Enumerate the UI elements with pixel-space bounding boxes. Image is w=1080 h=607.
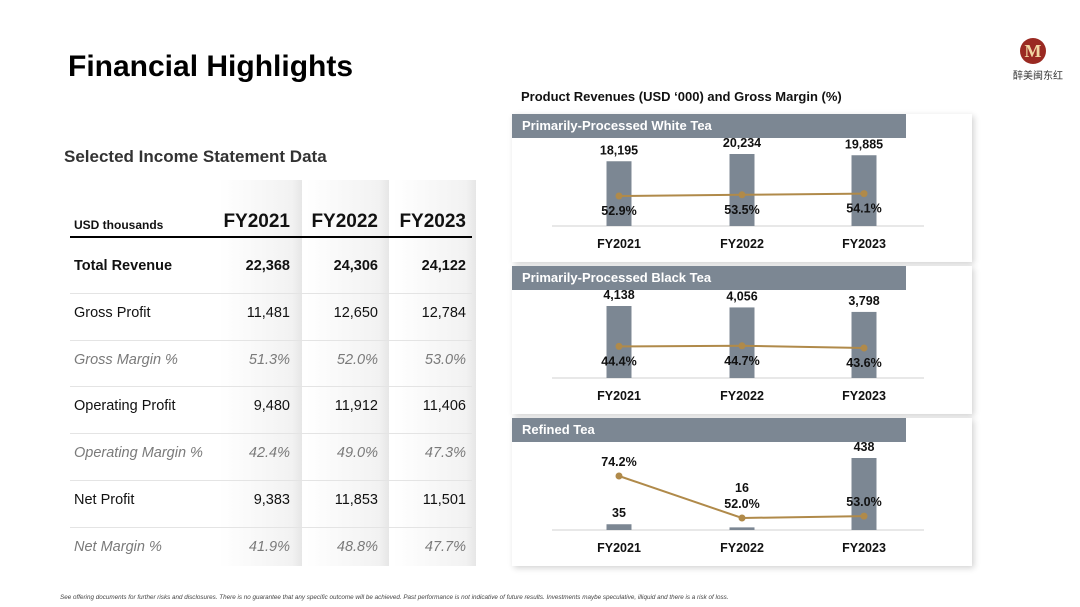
- margin-point: [738, 342, 746, 350]
- margin-point: [738, 191, 746, 199]
- chart-panel-refined-tea: Refined Tea 35 16 438 74.2% 52.0% 53.0% FY2021…: [512, 418, 972, 566]
- logo-emblem-icon: M: [1020, 38, 1046, 64]
- column-shade-fy2022: [306, 180, 389, 566]
- refined-tea-chart: 35 16 438 74.2% 52.0% 53.0% FY2021 FY2022 FY2023: [552, 442, 924, 555]
- white-tea-chart: 18,195 20,234 19,885 52.9% 53.5% 54.1% FY2021 F…: [552, 138, 924, 251]
- table-cell: 52.0%: [336, 351, 378, 368]
- margin-point: [860, 190, 868, 198]
- bar-value-label: 35: [612, 506, 626, 520]
- table-cell: 12,650: [333, 304, 378, 321]
- row-divider: [70, 292, 472, 294]
- margin-value-label: 53.5%: [724, 203, 759, 217]
- margin-value-label: 52.0%: [724, 497, 759, 511]
- column-shade-fy2023: [393, 180, 476, 566]
- table-cell: 24,306: [333, 258, 378, 274]
- bar-fy2022: [729, 154, 755, 226]
- x-tick-label: FY2023: [842, 389, 886, 403]
- black-tea-chart: 4,138 4,056 3,798 44.4% 44.7% 43.6% FY2021 FY20…: [552, 290, 924, 403]
- x-tick-label: FY2022: [720, 541, 764, 555]
- margin-point: [860, 344, 868, 352]
- table-cell: 41.9%: [248, 538, 290, 555]
- margin-point: [615, 342, 623, 350]
- logo-text: 醉美闽东红: [1013, 71, 1063, 82]
- header-year: FY2021: [223, 211, 290, 232]
- table-cell: 11,501: [422, 492, 466, 508]
- income-statement-table: USD thousands FY2021 FY2022 FY2023 Total…: [64, 180, 476, 568]
- margin-value-label: 52.9%: [601, 204, 636, 218]
- row-label: Net Margin %: [74, 538, 162, 555]
- table-cell: 9,383: [253, 492, 290, 508]
- disclaimer-footnote: See offering documents for further risks…: [60, 594, 729, 601]
- bar-value-label: 438: [854, 442, 875, 454]
- margin-value-label: 74.2%: [601, 455, 636, 469]
- chart-title: Primarily-Processed White Tea: [512, 114, 906, 138]
- charts-title: Product Revenues (USD ‘000) and Gross Ma…: [521, 89, 842, 104]
- row-label: Gross Profit: [74, 304, 151, 321]
- table-cell: 47.3%: [424, 445, 466, 462]
- row-label: Gross Margin %: [74, 351, 178, 368]
- table-cell: 48.8%: [336, 538, 378, 555]
- margin-value-label: 53.0%: [846, 495, 881, 509]
- bar-value-label: 20,234: [723, 138, 761, 150]
- row-label: Net Profit: [74, 492, 135, 508]
- bar-value-label: 4,056: [726, 290, 757, 303]
- column-shade-fy2021: [219, 180, 302, 566]
- bar-value-label: 3,798: [848, 294, 879, 308]
- header-year: FY2023: [399, 211, 466, 232]
- chart-panel-black-tea: Primarily-Processed Black Tea 4,138 4,056…: [512, 266, 972, 414]
- margin-value-label: 43.6%: [846, 356, 881, 370]
- bar-value-label: 18,195: [600, 143, 638, 157]
- table-cell: 22,368: [245, 258, 290, 274]
- row-label: Operating Margin %: [74, 445, 203, 462]
- x-tick-label: FY2022: [720, 237, 764, 251]
- table-cell: 49.0%: [336, 445, 378, 462]
- table-cell: 12,784: [421, 304, 466, 321]
- margin-value-label: 44.4%: [601, 354, 636, 368]
- bar-fy2021: [606, 306, 632, 378]
- table-cell: 11,853: [334, 492, 378, 508]
- unit-label: USD thousands: [74, 218, 164, 232]
- table-cell: 9,480: [253, 398, 290, 415]
- x-tick-label: FY2023: [842, 541, 886, 555]
- income-table-title: Selected Income Statement Data: [64, 147, 327, 166]
- row-divider: [70, 480, 472, 481]
- table-cell: 51.3%: [248, 351, 290, 368]
- margin-point: [738, 514, 746, 522]
- margin-point: [860, 512, 868, 520]
- row-divider: [70, 526, 472, 528]
- bar-fy2021: [606, 524, 632, 530]
- bar-value-label: 19,885: [845, 138, 883, 151]
- chart-panel-white-tea: Primarily-Processed White Tea 18,195 20,2…: [512, 114, 972, 262]
- row-label: Total Revenue: [74, 258, 173, 274]
- header-year: FY2022: [311, 211, 378, 232]
- table-cell: 42.4%: [248, 445, 290, 462]
- table-cell: 11,481: [246, 304, 290, 321]
- x-tick-label: FY2022: [720, 389, 764, 403]
- x-tick-label: FY2021: [597, 389, 641, 403]
- margin-point: [615, 192, 623, 200]
- x-tick-label: FY2021: [597, 237, 641, 251]
- x-tick-label: FY2023: [842, 237, 886, 251]
- margin-point: [615, 472, 623, 480]
- row-divider: [70, 386, 472, 388]
- bar-value-label: 16: [735, 481, 749, 495]
- bar-fy2022: [729, 527, 755, 530]
- table-cell: 24,122: [421, 258, 466, 274]
- margin-value-label: 54.1%: [846, 202, 881, 216]
- table-cell: 11,406: [422, 398, 466, 415]
- row-divider: [70, 433, 472, 435]
- row-label: Operating Profit: [74, 398, 176, 415]
- table-cell: 11,912: [334, 398, 378, 415]
- page-title: Financial Highlights: [68, 50, 354, 83]
- margin-value-label: 44.7%: [724, 354, 759, 368]
- table-cell: 47.7%: [424, 538, 466, 555]
- chart-title: Refined Tea: [512, 418, 906, 442]
- company-logo: M 醉美闽东红: [1004, 34, 1072, 92]
- bar-value-label: 4,138: [603, 290, 634, 302]
- row-divider: [70, 339, 472, 341]
- x-tick-label: FY2021: [597, 541, 641, 555]
- table-cell: 53.0%: [424, 351, 466, 368]
- header-divider: [70, 236, 472, 238]
- chart-title: Primarily-Processed Black Tea: [512, 266, 906, 290]
